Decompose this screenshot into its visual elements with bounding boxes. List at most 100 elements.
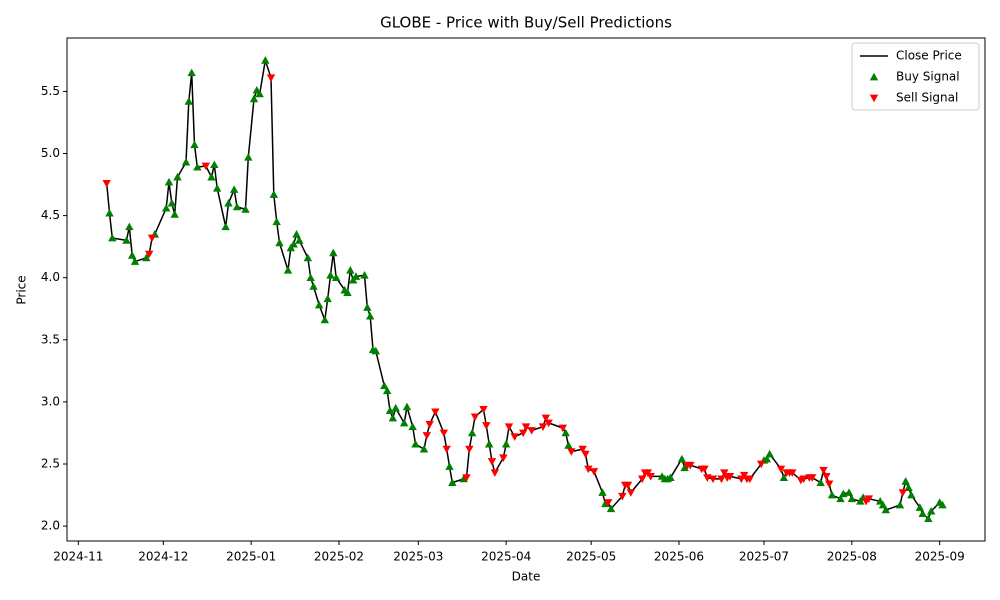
sell-marker (646, 473, 655, 481)
sell-marker (637, 475, 647, 484)
sell-marker (720, 469, 729, 477)
sell-marker (504, 423, 514, 431)
sell-marker (745, 475, 755, 484)
sell-marker (898, 489, 908, 497)
sell-marker (147, 234, 157, 243)
buy-marker (445, 462, 454, 470)
sell-marker (581, 450, 590, 459)
buy-marker (762, 454, 772, 463)
sell-marker (558, 424, 568, 433)
sell-marker (510, 433, 519, 441)
y-tick-label: 4.0 (41, 270, 60, 284)
buy-marker (292, 230, 301, 238)
sell-marker (756, 460, 766, 469)
legend-label: Buy Signal (896, 70, 960, 84)
buy-marker (295, 236, 304, 244)
plot-frame (66, 37, 986, 542)
sell-marker (487, 458, 497, 466)
sell-marker (725, 473, 735, 481)
legend: Close Price Buy Signal Sell Signal (851, 42, 980, 111)
sell-marker (686, 461, 695, 470)
buy-marker (666, 473, 675, 482)
buy-marker (224, 198, 233, 207)
sell-marker (584, 465, 593, 474)
sell-marker (470, 413, 480, 422)
y-tick-label: 4.5 (41, 208, 60, 222)
buy-marker (181, 157, 191, 166)
buy-marker (320, 315, 330, 324)
x-tick-label: 2025-01 (226, 550, 276, 564)
buy-marker (391, 403, 400, 412)
x-tick-label: 2025-06 (654, 550, 704, 564)
buy-marker (904, 483, 913, 491)
buy-marker (190, 140, 199, 149)
sell-marker (567, 448, 576, 456)
buy-marker (402, 402, 412, 411)
sell-marker (776, 465, 786, 474)
buy-marker (207, 172, 216, 181)
buy-marker (765, 449, 774, 458)
buy-marker (249, 94, 259, 103)
buy-marker (382, 386, 392, 395)
buy-marker (184, 97, 194, 105)
buy-marker (130, 257, 140, 265)
y-tick-label: 5.5 (41, 84, 60, 98)
sell-marker (422, 432, 432, 440)
sell-marker (518, 429, 528, 438)
sell-marker (799, 475, 808, 484)
buy-marker (351, 272, 361, 280)
sell-marker (201, 162, 211, 171)
buy-marker (212, 184, 222, 192)
sell-marker (700, 465, 709, 474)
buy-marker (269, 190, 279, 198)
sell-marker (431, 408, 440, 417)
buy-marker (399, 418, 409, 427)
y-axis-label: Price (15, 275, 29, 304)
buy-marker (677, 454, 687, 463)
sell-marker (527, 427, 536, 435)
buy-marker (170, 210, 179, 218)
x-tick-label: 2025-07 (739, 550, 789, 564)
buy-marker (105, 208, 114, 217)
buy-marker (161, 203, 171, 212)
sell-marker (807, 474, 817, 482)
x-axis-label: Date (512, 570, 541, 584)
legend-swatch (869, 72, 879, 81)
legend-label: Sell Signal (896, 91, 958, 105)
y-tick-label: 2.0 (41, 519, 60, 533)
buy-marker (816, 478, 825, 486)
sell-marker (544, 419, 553, 428)
buy-marker (221, 222, 230, 231)
buy-marker (411, 439, 420, 448)
buy-marker (598, 488, 607, 496)
buy-marker (360, 271, 369, 279)
sell-marker (102, 179, 111, 188)
buy-marker (680, 463, 689, 472)
x-tick-label: 2024-12 (138, 550, 188, 564)
sell-marker (499, 454, 508, 462)
sell-marker (788, 469, 797, 477)
buy-marker (836, 494, 845, 503)
price-line (105, 59, 943, 520)
buy-marker (229, 185, 239, 193)
y-tick-label: 3.0 (41, 394, 60, 408)
buy-marker (371, 346, 381, 355)
buy-marker (187, 68, 196, 77)
buy-marker (323, 294, 332, 303)
buy-marker (303, 253, 313, 262)
buy-marker (484, 439, 494, 448)
buy-marker (272, 217, 281, 226)
sell-marker (603, 499, 613, 507)
x-tick-label: 2024-11 (53, 550, 103, 564)
x-tick-label: 2025-09 (915, 550, 965, 564)
legend-swatch (869, 94, 879, 103)
buy-marker (844, 488, 854, 496)
buy-marker (408, 422, 417, 431)
sell-marker (708, 475, 718, 484)
buy-marker (881, 505, 891, 514)
sell-marker (144, 250, 154, 259)
buy-marker (561, 428, 570, 437)
buy-marker (365, 312, 375, 320)
buy-marker (289, 239, 298, 248)
buy-marker (924, 514, 933, 523)
